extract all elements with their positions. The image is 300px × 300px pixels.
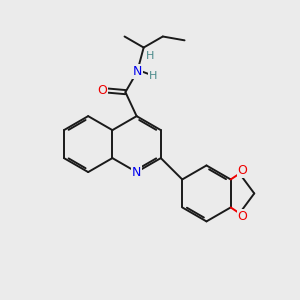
Text: N: N bbox=[133, 65, 142, 78]
Text: O: O bbox=[238, 164, 248, 177]
Text: O: O bbox=[238, 210, 248, 223]
Text: H: H bbox=[149, 71, 158, 81]
Text: N: N bbox=[132, 166, 141, 178]
Text: H: H bbox=[146, 51, 154, 61]
Text: O: O bbox=[97, 84, 107, 97]
